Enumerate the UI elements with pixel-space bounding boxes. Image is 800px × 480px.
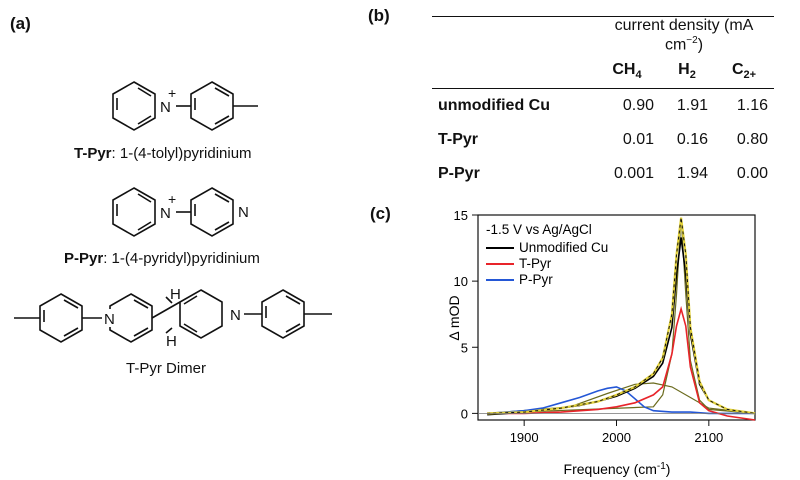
plot-ticks: 1900 2000 2100 0 5 10 15: [454, 208, 755, 445]
t-pyr-name: T-Pyr: [74, 145, 112, 162]
dimer-h-top: H: [170, 286, 181, 303]
legend-entry: T-Pyr: [519, 256, 552, 271]
p-pyr-pyridyl-n-atom: N: [238, 204, 249, 221]
p-pyr-desc: : 1-(4-pyridyl)pyridinium: [103, 250, 260, 267]
dimer-caption: T-Pyr Dimer: [126, 360, 206, 377]
current-density-table: current density (mA cm−2) CH4 H2 C2+ unm…: [432, 16, 774, 191]
y-tick-label: 5: [461, 340, 468, 355]
y-tick-label: 10: [454, 274, 468, 289]
dimer-n-right: N: [230, 307, 241, 324]
fit-component-line: [487, 382, 756, 414]
series-line: [487, 386, 755, 415]
p-pyr-pyridyl-ring: [190, 187, 234, 237]
col-header-ch4: CH4: [612, 61, 642, 82]
y-tick-label: 0: [461, 406, 468, 421]
t-pyr-desc: : 1-(4-tolyl)pyridinium: [111, 145, 252, 162]
series-line: [487, 305, 756, 421]
legend-entry: Unmodified Cu: [519, 240, 608, 255]
y-tick-label: 15: [454, 208, 468, 223]
x-tick-label: 2000: [602, 430, 631, 445]
panel-label-b: (b): [368, 6, 390, 25]
dimer-dihydropyridine-right: [179, 289, 223, 339]
panel-label-c: (c): [370, 204, 391, 223]
p-pyr-caption: P-Pyr: 1-(4-pyridyl)pyridinium: [64, 250, 260, 267]
t-pyr-caption: T-Pyr: 1-(4-tolyl)pyridinium: [74, 145, 252, 162]
x-tick-label: 2100: [694, 430, 723, 445]
dimer-dihydropyridine-left: [109, 293, 153, 343]
t-pyr-tolyl-ring: [190, 81, 234, 131]
p-pyr-name: P-Pyr: [64, 250, 104, 267]
table-group-header: current density (mA cm−2): [614, 17, 754, 54]
p-pyr-n-atom: N: [160, 205, 171, 222]
col-header-c2plus: C2+: [731, 61, 757, 82]
dimer-name: T-Pyr Dimer: [126, 360, 206, 377]
t-pyr-pyridinium-ring: [112, 81, 156, 131]
fit-total-dash: [487, 217, 756, 414]
legend-entry: P-Pyr: [519, 272, 553, 287]
col-header-h2: H2: [678, 61, 696, 82]
table-row: T-Pyr 0.01 0.16 0.80: [438, 131, 768, 149]
chemical-structures: N + N + N N N H H: [14, 81, 332, 350]
panel-label-a: (a): [10, 14, 31, 33]
dimer-n-left: N: [104, 311, 115, 328]
dimer-tolyl-ring-left: [39, 293, 83, 343]
y-axis-label: Δ mOD: [446, 295, 462, 340]
table-row: P-Pyr 0.001 1.94 0.00: [438, 165, 768, 183]
x-tick-label: 1900: [510, 430, 539, 445]
t-pyr-plus: +: [168, 85, 176, 101]
t-pyr-n-atom: N: [160, 99, 171, 116]
table-row: unmodified Cu 0.90 1.91 1.16: [438, 97, 768, 115]
p-pyr-plus: +: [168, 191, 176, 207]
plot-series: [487, 217, 756, 421]
dimer-tolyl-ring-right: [261, 289, 305, 339]
dimer-h-bottom: H: [166, 333, 177, 350]
x-axis-label: Frequency (cm-1): [564, 461, 671, 477]
legend-title: -1.5 V vs Ag/AgCl: [486, 222, 592, 237]
p-pyr-pyridinium-ring: [112, 187, 156, 237]
